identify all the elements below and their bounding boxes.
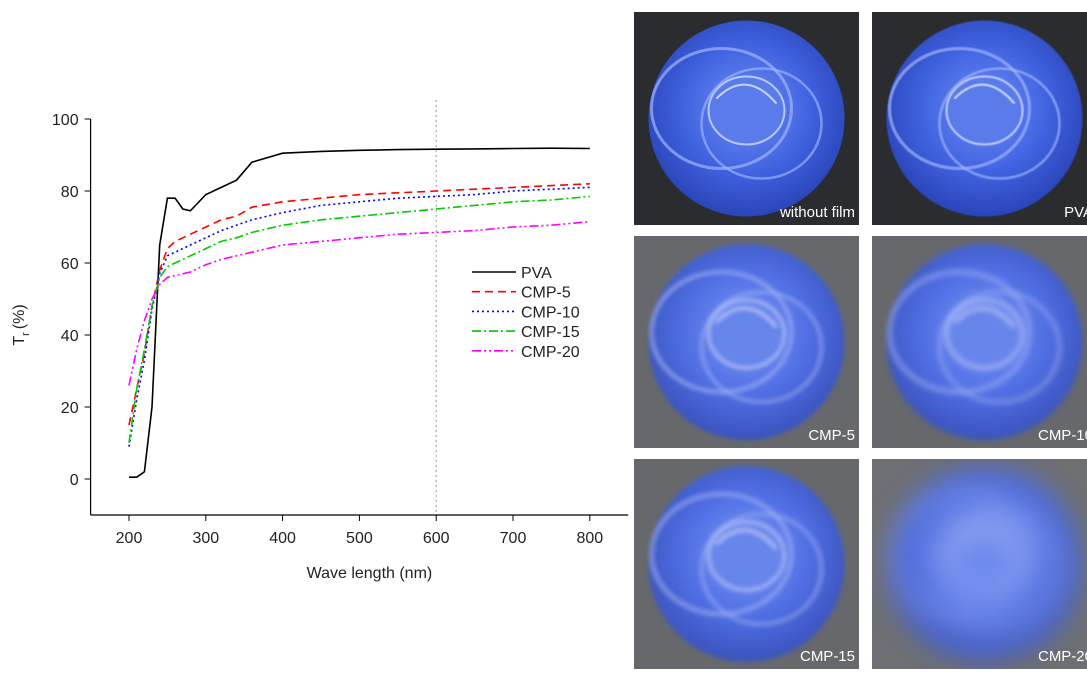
photo: PVA — [872, 12, 1087, 225]
legend-label: PVA — [521, 265, 552, 282]
x-tick-label: 300 — [192, 530, 219, 547]
y-tick-label: 40 — [61, 328, 79, 345]
legend-label: CMP-20 — [521, 344, 580, 361]
rose-fold — [953, 83, 1016, 105]
photo-haze — [872, 459, 1087, 669]
rose-petal — [938, 512, 1061, 626]
photo-content: CMP-10 — [872, 236, 1087, 448]
photo-content: CMP-15 — [634, 459, 859, 669]
photo: without film — [634, 12, 859, 225]
rose-petal — [700, 290, 823, 404]
rose — [648, 244, 845, 440]
photo-content: PVA — [872, 12, 1087, 225]
photo-label: without film — [779, 204, 855, 221]
photo-label: CMP-15 — [800, 648, 855, 665]
photo-label: CMP-10 — [1038, 427, 1087, 444]
x-tick-label: 700 — [500, 530, 527, 547]
y-tick-label: 60 — [61, 256, 79, 273]
rose-petal — [650, 47, 793, 170]
rose-petal — [888, 47, 1031, 170]
rose-petal — [888, 270, 1031, 394]
legend-label: CMP-15 — [521, 324, 580, 341]
photo-haze — [634, 459, 859, 669]
rose — [648, 20, 845, 217]
photo-content: CMP-5 — [634, 236, 859, 448]
photo-content: without film — [634, 12, 859, 225]
y-tick-label: 80 — [61, 184, 79, 201]
rose-fold — [953, 307, 1016, 328]
rose — [886, 20, 1083, 217]
photo-label: PVA — [1064, 204, 1087, 221]
y-axis-label-part: (%) — [11, 304, 28, 329]
photo-label: CMP-20 — [1038, 648, 1087, 665]
x-tick-label: 400 — [269, 530, 296, 547]
photo: CMP-10 — [872, 236, 1087, 448]
x-tick-label: 200 — [116, 530, 143, 547]
photo: CMP-5 — [634, 236, 859, 448]
rose-petal — [700, 512, 823, 626]
rose-fold — [715, 307, 778, 328]
photo: CMP-15 — [634, 459, 859, 669]
photo-label: CMP-5 — [808, 427, 855, 444]
rose-petal — [650, 492, 793, 616]
photo-content: CMP-20 — [872, 459, 1087, 669]
rose-fold — [715, 83, 778, 105]
rose-petal — [700, 67, 823, 180]
rose-petal — [650, 270, 793, 394]
photo-grid: without film PVA CMP-5 CMP-10 CMP-15 CMP-20 — [634, 12, 1087, 669]
x-axis-label: Wave length (nm) — [307, 565, 433, 582]
rose — [886, 466, 1083, 662]
data-line — [128, 220, 590, 386]
photo-haze — [872, 236, 1087, 448]
rose-petal — [888, 492, 1031, 616]
rose-center — [945, 75, 1024, 146]
x-tick-label: 600 — [423, 530, 450, 547]
rose-center — [707, 75, 786, 146]
data-line — [128, 183, 590, 426]
legend-label: CMP-10 — [521, 304, 580, 321]
rose — [648, 466, 845, 662]
photo: CMP-20 — [872, 459, 1087, 669]
y-axis-label-part: T — [11, 336, 28, 346]
y-tick-label: 20 — [61, 400, 79, 417]
rose-petal — [938, 67, 1061, 180]
rose-fold — [715, 529, 778, 550]
y-axis-label-part: r — [20, 332, 32, 336]
x-tick-label: 800 — [576, 530, 603, 547]
y-tick-label: 0 — [70, 472, 79, 489]
data-line — [128, 195, 590, 444]
x-tick-label: 500 — [346, 530, 373, 547]
y-axis-label: Tr (%) — [11, 304, 32, 345]
rose-fold — [953, 529, 1016, 550]
legend-label: CMP-5 — [521, 285, 571, 302]
rose — [886, 244, 1083, 440]
photo-haze — [634, 236, 859, 448]
rose-petal — [938, 290, 1061, 404]
y-tick-label: 100 — [52, 112, 79, 129]
chart: 0 20 40 60 80 100 200 300 400 500 600 700 800 Wave le… — [11, 100, 629, 582]
data-line — [129, 147, 590, 479]
